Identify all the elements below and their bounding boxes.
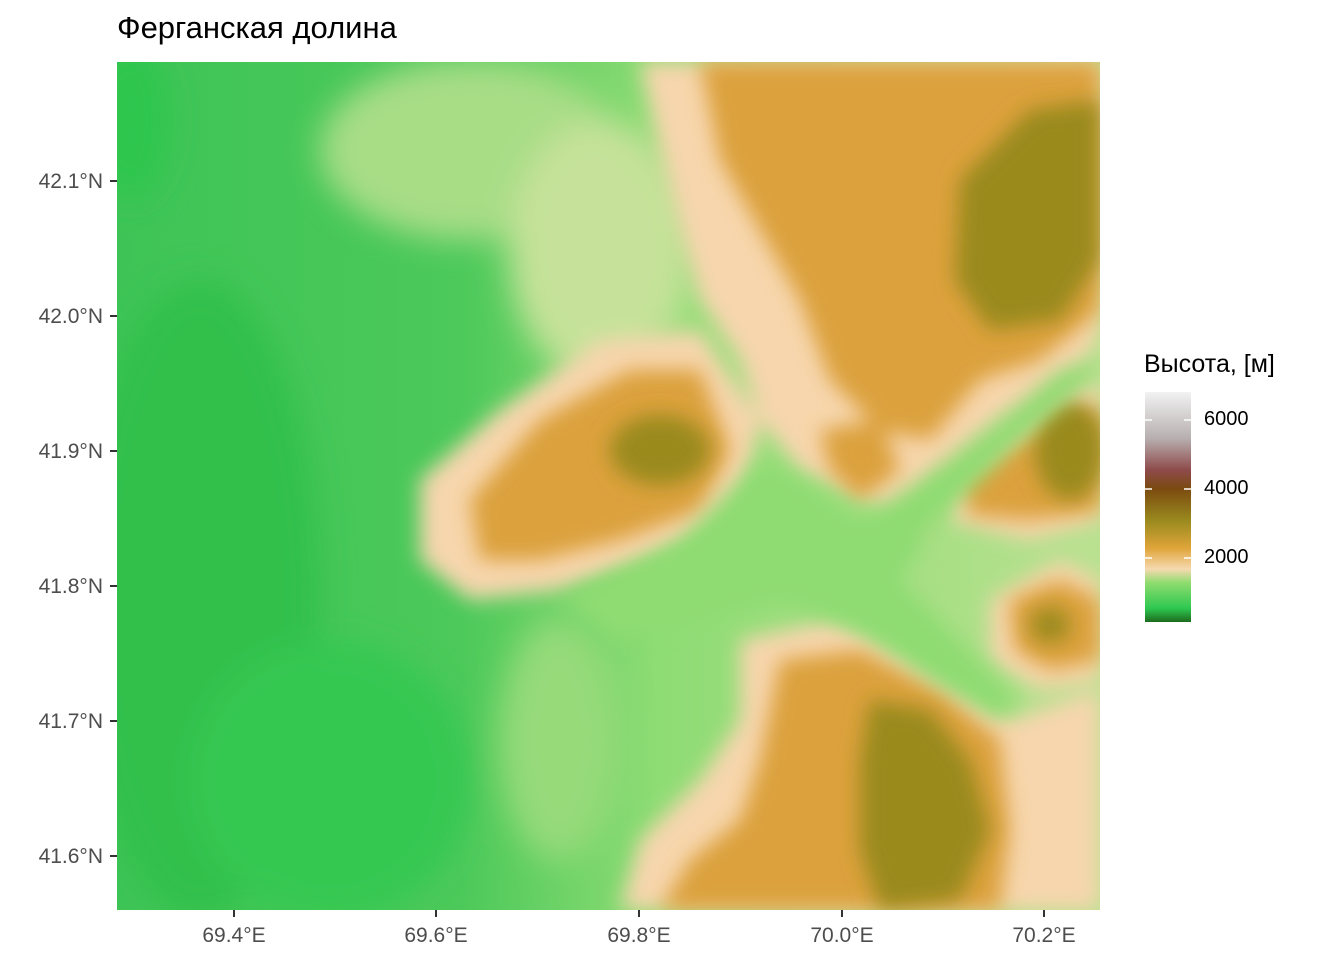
legend-label: 4000 [1204, 477, 1249, 499]
y-tick-label: 41.8°N [39, 575, 103, 598]
legend-title: Высота, [м] [1144, 350, 1275, 378]
y-tick-label: 41.6°N [39, 845, 103, 868]
legend-label: 2000 [1204, 546, 1249, 568]
page-title: Ферганская долина [117, 10, 397, 45]
x-axis: 69.4°E 69.6°E 69.8°E 70.0°E 70.2°E [202, 910, 1076, 947]
x-tick-label: 70.2°E [1012, 924, 1075, 947]
y-tick-label: 42.0°N [39, 305, 103, 328]
y-axis: 42.1°N 42.0°N 41.9°N 41.8°N 41.7°N 41.6°… [39, 170, 117, 868]
y-tick-label: 42.1°N [39, 170, 103, 193]
x-tick-label: 69.4°E [202, 924, 265, 947]
legend-colorbar [1145, 392, 1191, 622]
legend-label: 6000 [1204, 408, 1249, 430]
x-tick-label: 70.0°E [810, 924, 873, 947]
y-tick-label: 41.7°N [39, 710, 103, 733]
x-tick-label: 69.8°E [607, 924, 670, 947]
x-tick-label: 69.6°E [404, 924, 467, 947]
elevation-raster [117, 62, 1100, 910]
y-tick-label: 41.9°N [39, 440, 103, 463]
